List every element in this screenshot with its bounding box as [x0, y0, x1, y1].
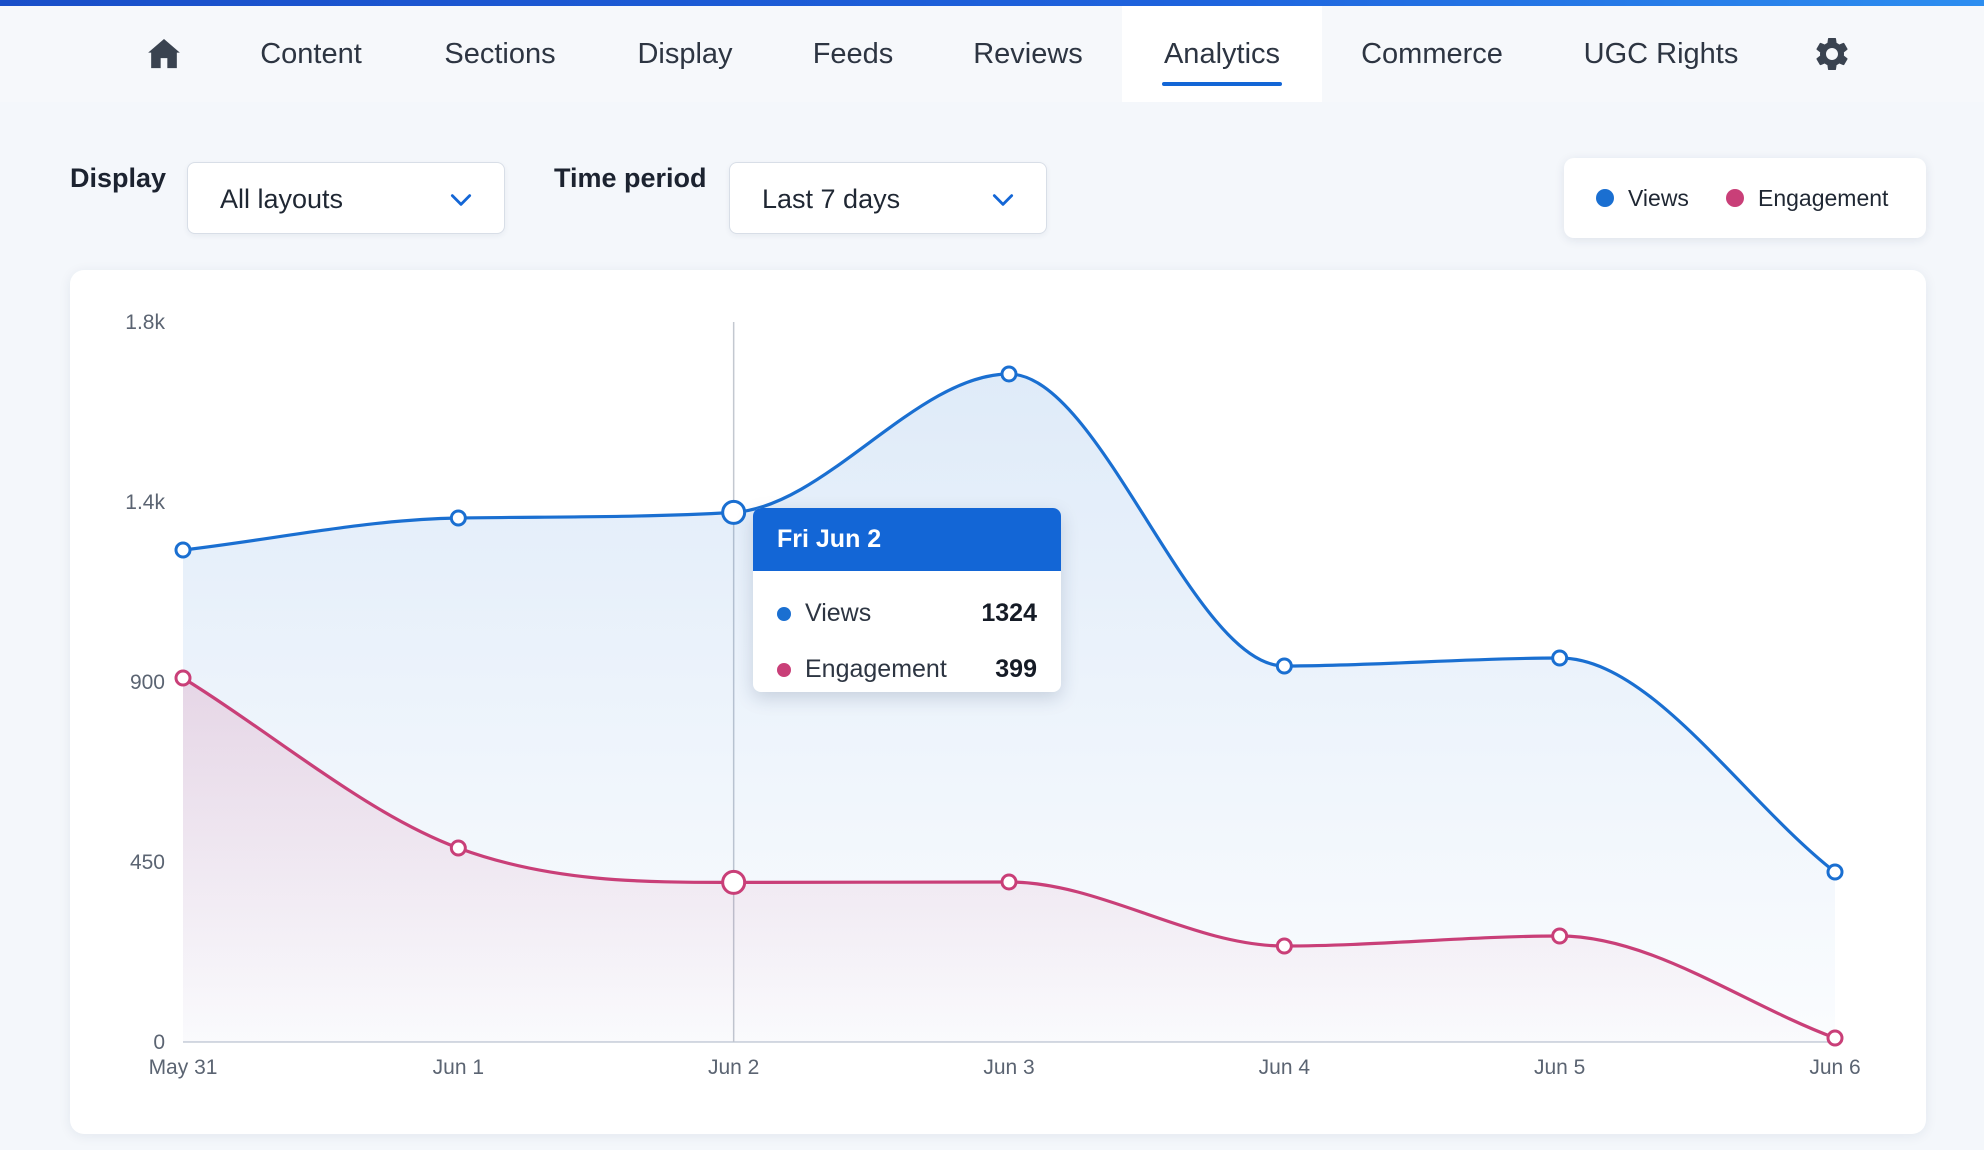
main-navigation: Content Sections Display Feeds Reviews A…	[0, 6, 1984, 102]
nav-feeds[interactable]: Feeds	[812, 37, 894, 70]
active-tab-indicator	[1162, 82, 1282, 86]
nav-home[interactable]	[130, 6, 198, 102]
views-data-point[interactable]	[1551, 649, 1569, 667]
views-data-point[interactable]	[1826, 863, 1844, 881]
analytics-chart-card: 0 450 900 1.4k 1.8k May 31 Jun 1 Jun 2 Jun 3 Jun …	[70, 270, 1926, 1134]
x-tick-label: Jun 1	[433, 1056, 484, 1079]
views-data-point[interactable]	[174, 541, 192, 559]
tooltip-engagement-value: 399	[995, 655, 1037, 683]
chart-tooltip: Fri Jun 2 Views 1324 Engagement 399	[753, 508, 1061, 692]
x-tick-label: Jun 5	[1534, 1056, 1585, 1079]
display-layout-value: All layouts	[220, 184, 344, 214]
time-period-select[interactable]: Last 7 days	[729, 162, 1047, 234]
x-tick-label: Jun 6	[1809, 1056, 1860, 1079]
display-filter-label: Display	[70, 163, 167, 193]
nav-ugc-rights[interactable]: UGC Rights	[1583, 37, 1739, 70]
nav-reviews[interactable]: Reviews	[973, 37, 1083, 70]
display-layout-select[interactable]: All layouts	[187, 162, 505, 234]
y-tick-label: 1.8k	[125, 311, 165, 334]
engagement-area	[183, 678, 1835, 1042]
chart-legend: Views Engagement	[1564, 158, 1926, 238]
y-tick-label: 0	[153, 1031, 165, 1054]
tooltip-engagement-dot	[777, 663, 791, 677]
x-tick-label: Jun 2	[708, 1056, 759, 1079]
nav-analytics[interactable]: Analytics	[1122, 6, 1322, 102]
filter-bar: Display All layouts Time period Last 7 d…	[0, 102, 1984, 262]
tooltip-engagement-row: Engagement 399	[753, 649, 1061, 689]
views-data-point[interactable]	[1275, 657, 1293, 675]
tooltip-views-label: Views	[805, 599, 872, 627]
tooltip-views-value: 1324	[981, 599, 1037, 627]
nav-settings[interactable]	[1812, 6, 1852, 102]
views-data-point[interactable]	[449, 509, 467, 527]
chevron-down-icon	[450, 194, 472, 206]
engagement-data-point[interactable]	[1551, 927, 1569, 945]
gear-icon	[1816, 37, 1848, 70]
y-tick-label: 1.4k	[125, 491, 165, 514]
engagement-data-point[interactable]	[721, 869, 747, 895]
top-accent-bar	[0, 0, 1984, 6]
tooltip-views-row: Views 1324	[753, 593, 1061, 633]
time-period-value: Last 7 days	[762, 184, 901, 214]
nav-content[interactable]: Content	[260, 37, 362, 70]
engagement-data-point[interactable]	[1275, 937, 1293, 955]
engagement-legend-dot	[1726, 189, 1744, 207]
x-tick-label: Jun 3	[983, 1056, 1034, 1079]
y-tick-label: 450	[130, 851, 165, 874]
tooltip-title: Fri Jun 2	[753, 508, 1061, 571]
chevron-down-icon	[992, 194, 1014, 206]
engagement-data-point[interactable]	[1826, 1029, 1844, 1047]
views-legend-dot	[1596, 189, 1614, 207]
views-engagement-chart: 0 450 900 1.4k 1.8k May 31 Jun 1 Jun 2 Jun 3 Jun …	[125, 311, 1860, 1079]
engagement-data-point[interactable]	[449, 839, 467, 857]
views-data-point[interactable]	[1000, 365, 1018, 383]
nav-display[interactable]: Display	[637, 37, 733, 70]
engagement-data-point[interactable]	[174, 669, 192, 687]
x-tick-label: Jun 4	[1259, 1056, 1311, 1079]
x-tick-label: May 31	[149, 1056, 218, 1079]
nav-commerce[interactable]: Commerce	[1361, 37, 1503, 70]
home-icon	[148, 39, 180, 69]
time-period-label: Time period	[554, 163, 707, 193]
views-area	[183, 374, 1835, 1042]
views-legend-label: Views	[1628, 185, 1689, 211]
tooltip-views-dot	[777, 607, 791, 621]
engagement-legend-label: Engagement	[1758, 185, 1889, 211]
views-data-point[interactable]	[721, 499, 747, 525]
nav-sections[interactable]: Sections	[444, 37, 556, 70]
y-tick-label: 900	[130, 671, 165, 694]
engagement-data-point[interactable]	[1000, 873, 1018, 891]
tooltip-engagement-label: Engagement	[805, 655, 947, 683]
